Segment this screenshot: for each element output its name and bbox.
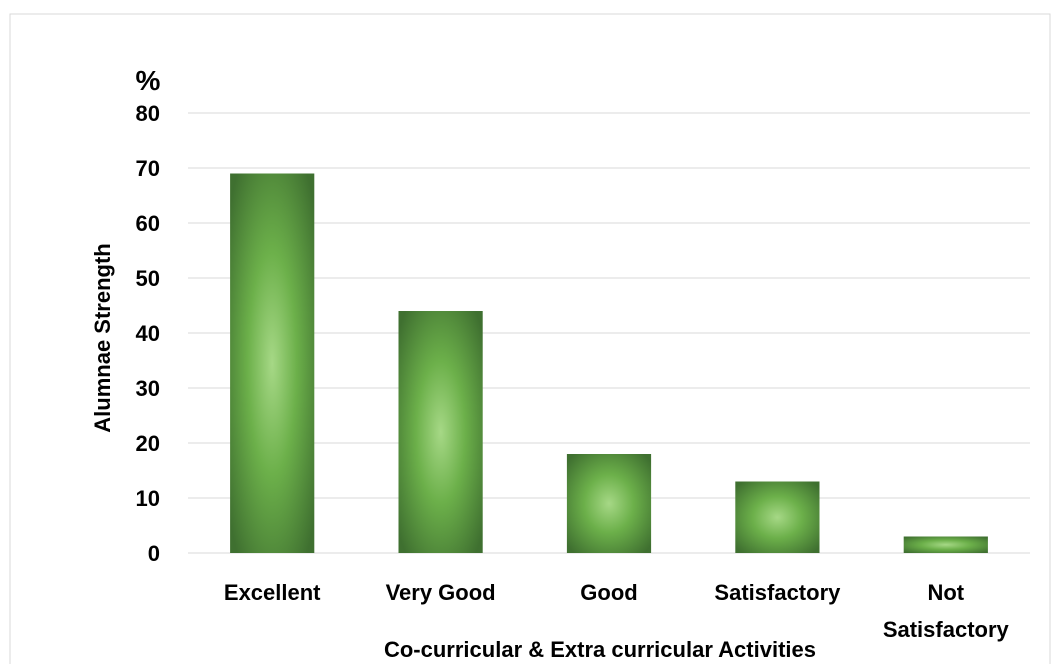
y-axis-title: Alumnae Strength [90,243,115,432]
x-tick-label: Good [580,580,637,605]
x-tick-label: Satisfactory [714,580,841,605]
y-tick-label: 10 [136,486,160,511]
x-tick-label: Not [927,580,964,605]
y-tick-label: 30 [136,376,160,401]
y-tick-label: 0 [148,541,160,566]
y-tick-label: 70 [136,156,160,181]
x-axis-ticks: Excellent Very Good Good Satisfactory Not Sat… [224,580,1010,642]
y-tick-label: 50 [136,266,160,291]
chart-border [9,13,1051,669]
gridlines [188,112,1030,554]
bar-satisfactory [735,481,820,553]
x-tick-label: Very Good [386,580,496,605]
y-axis-ticks: 0 10 20 30 40 50 60 70 80 [136,101,160,566]
bars [230,173,988,553]
x-tick-label: Excellent [224,580,321,605]
bar-very-good [398,311,483,553]
bar-not-satisfactory [903,536,988,553]
y-tick-label: 20 [136,431,160,456]
x-axis-title: Co-curricular & Extra curricular Activit… [384,637,816,662]
y-tick-label: 80 [136,101,160,126]
y-tick-label: 60 [136,211,160,236]
bar-good [566,454,652,553]
bar-excellent [230,173,315,553]
y-unit-label: % [136,65,161,96]
x-tick-label: Satisfactory [883,617,1010,642]
y-tick-label: 40 [136,321,160,346]
